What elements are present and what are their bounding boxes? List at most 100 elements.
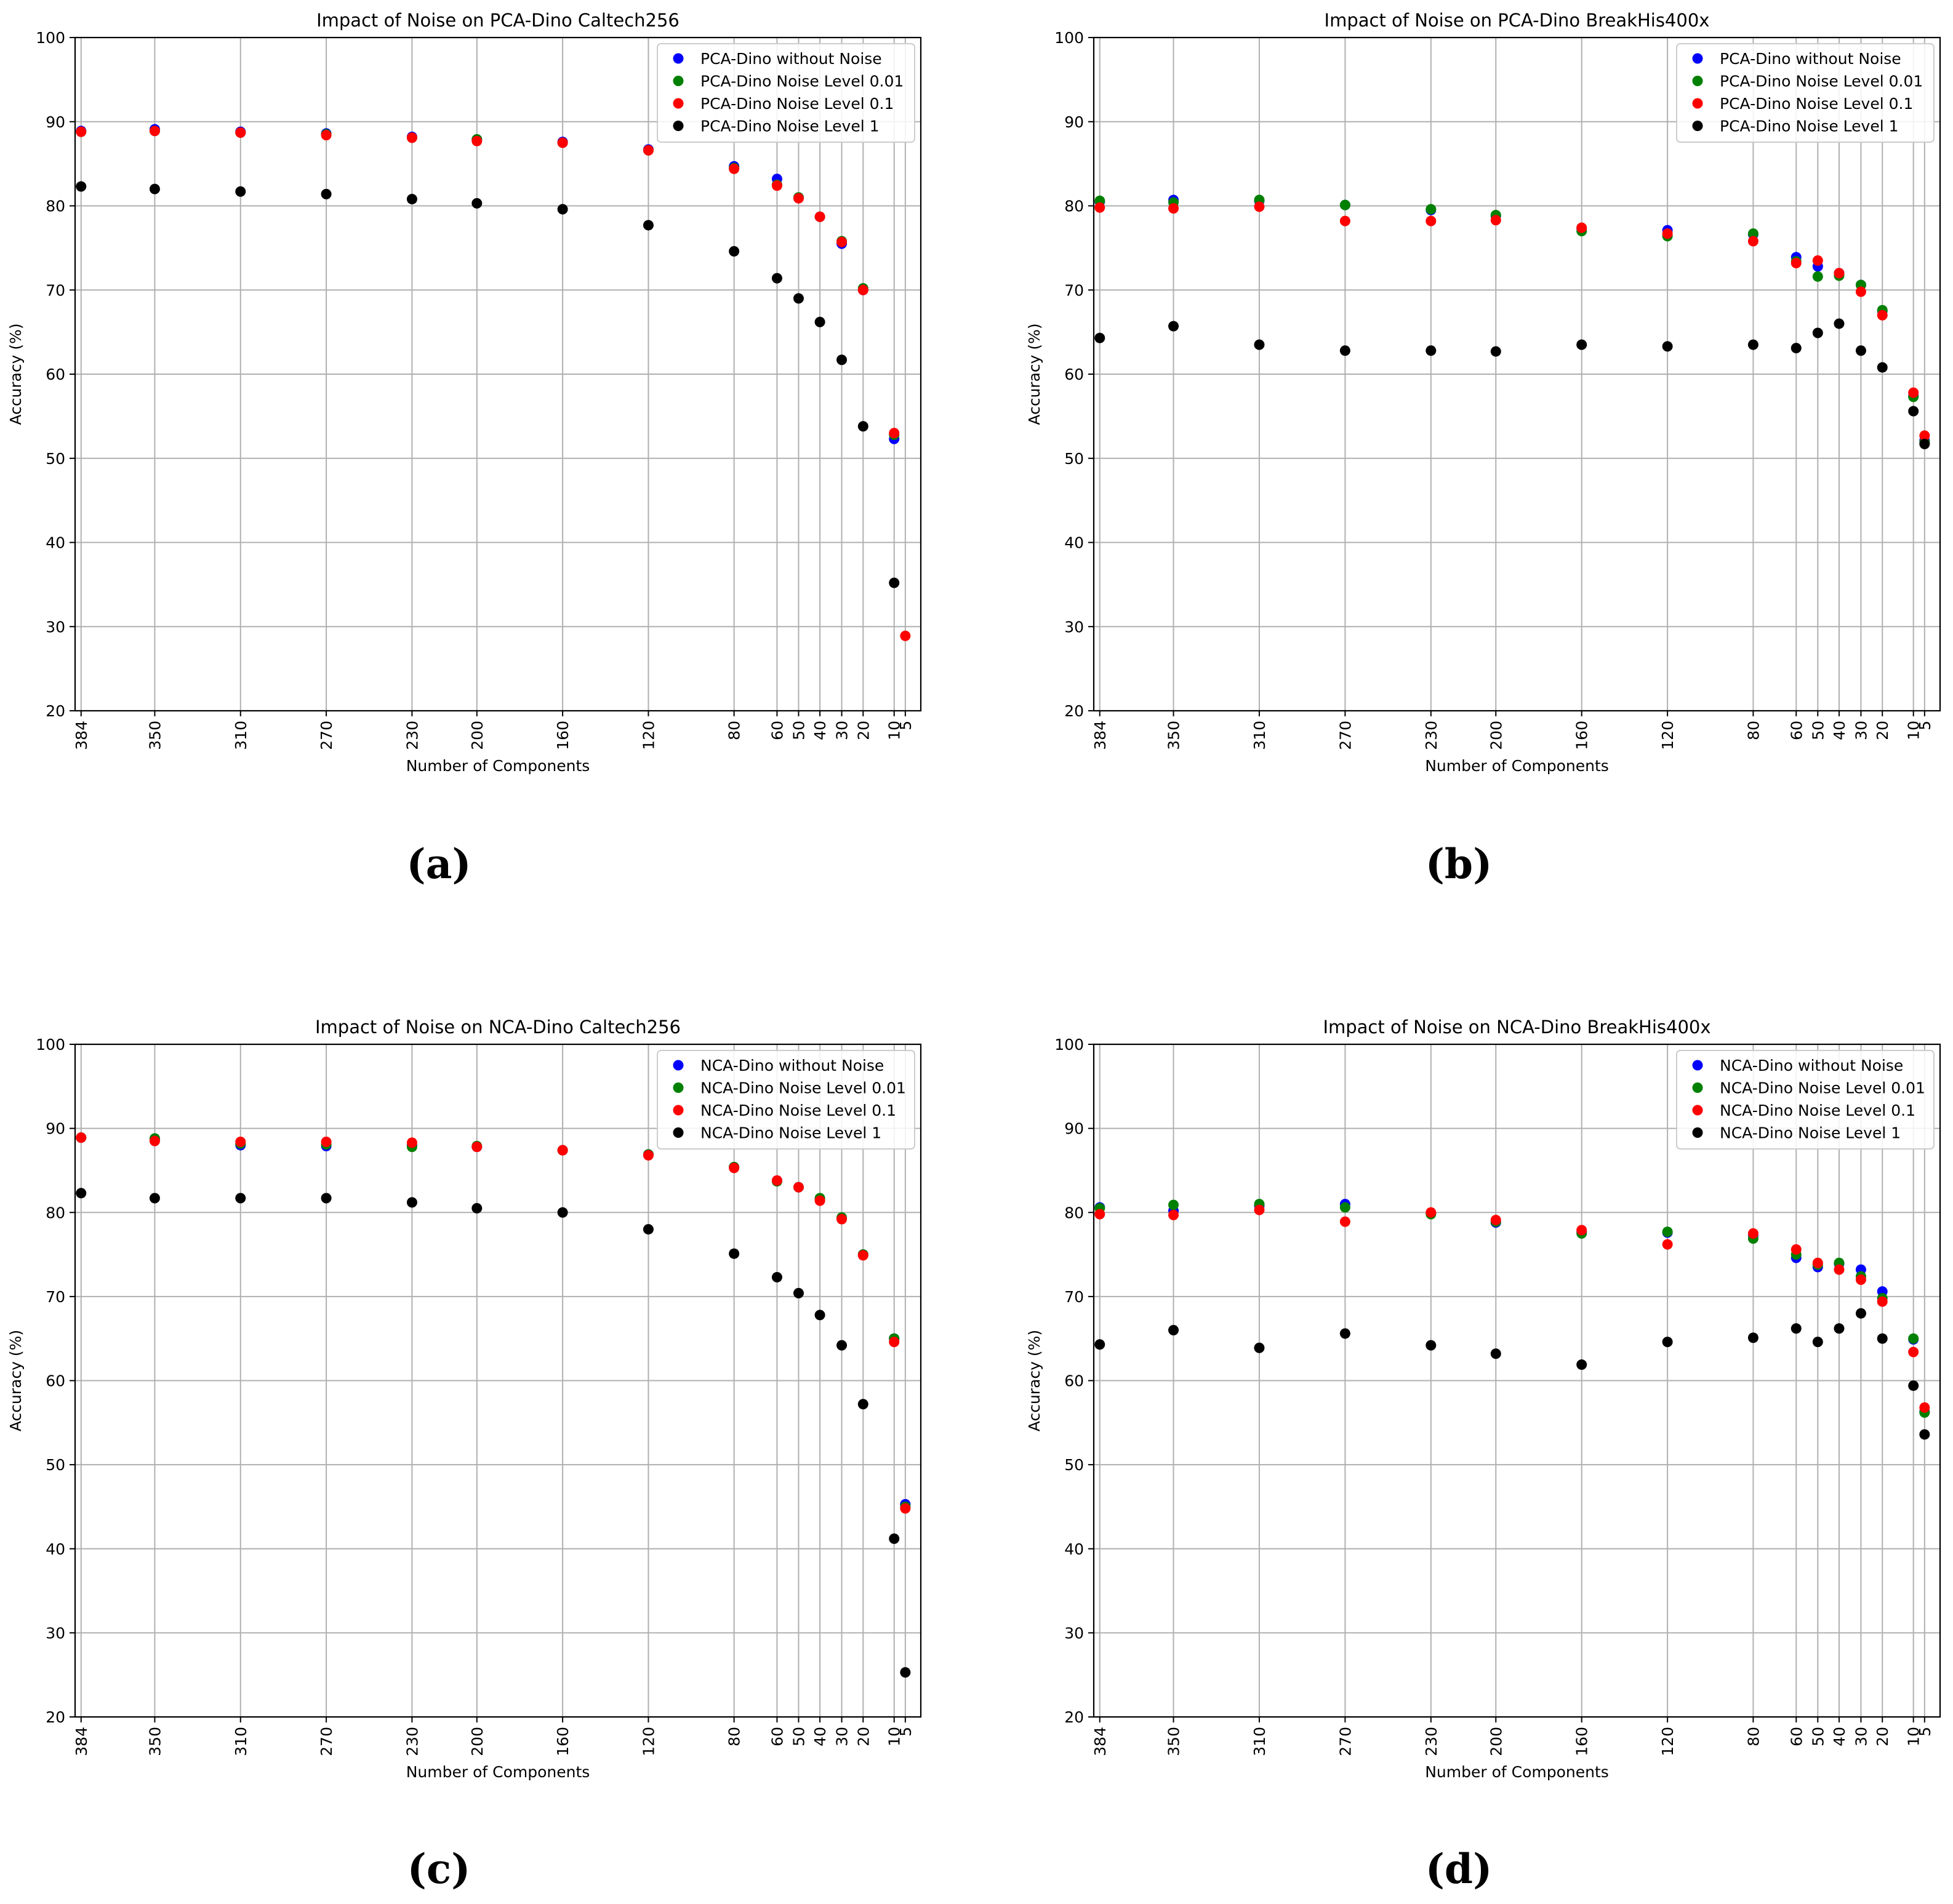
data-point-n1	[1094, 1339, 1105, 1350]
legend-box	[657, 1050, 915, 1150]
data-point-n1	[76, 1188, 87, 1199]
data-point-n1	[1747, 339, 1759, 350]
data-point-n01	[149, 1135, 160, 1146]
data-point-n1	[1877, 362, 1888, 373]
chart-title: Impact of Noise on PCA-Dino BreakHis400x	[1325, 10, 1710, 31]
x-tick-label: 200	[468, 721, 486, 750]
data-point-n1	[643, 220, 654, 231]
data-point-n1	[1908, 1380, 1919, 1391]
data-point-n1	[729, 1248, 740, 1259]
data-point-n1	[1490, 1348, 1501, 1359]
data-point-n01	[857, 1250, 868, 1261]
legend-label-n001: PCA-Dino Noise Level 0.01	[1720, 73, 1923, 90]
data-point-n1	[1339, 345, 1350, 356]
x-tick-label: 40	[1831, 721, 1848, 740]
data-point-n1	[1426, 345, 1437, 356]
data-point-n01	[1791, 1244, 1802, 1255]
data-point-n01	[729, 1162, 740, 1174]
data-point-n01	[321, 130, 332, 141]
data-point-n01	[471, 1142, 483, 1153]
data-point-n01	[857, 284, 868, 295]
legend-marker-n1	[673, 121, 684, 131]
legend-marker-n1	[1692, 1127, 1703, 1138]
legend-label-n01: PCA-Dino Noise Level 0.1	[700, 95, 894, 113]
legend-marker-none	[1692, 1060, 1703, 1071]
x-tick-label: 50	[790, 721, 808, 740]
data-point-n001	[1812, 271, 1823, 282]
y-tick-label: 20	[46, 1708, 65, 1726]
y-tick-label: 90	[46, 113, 65, 131]
data-point-n01	[406, 1137, 417, 1148]
data-point-n01	[771, 1175, 782, 1186]
data-point-n01	[1747, 236, 1759, 247]
data-point-n1	[1576, 339, 1587, 350]
y-tick-label: 60	[1064, 366, 1084, 383]
x-tick-label: 60	[768, 721, 786, 740]
y-tick-label: 60	[46, 1372, 65, 1390]
data-point-n01	[76, 126, 87, 137]
data-point-n01	[793, 1182, 804, 1193]
data-point-n01	[1168, 1209, 1179, 1220]
x-tick-label: 40	[811, 721, 829, 740]
data-point-n1	[900, 1667, 911, 1678]
chart-title: Impact of Noise on PCA-Dino Caltech256	[316, 10, 680, 31]
x-tick-label: 30	[1852, 1727, 1870, 1746]
data-point-n01	[557, 137, 568, 148]
data-point-n1	[857, 421, 868, 432]
data-point-n1	[771, 273, 782, 284]
x-tick-label: 200	[1487, 1727, 1505, 1756]
x-tick-label: 20	[1874, 721, 1891, 740]
data-point-n1	[557, 204, 568, 215]
data-point-n01	[1576, 1225, 1587, 1236]
caption-a: (a)	[406, 840, 471, 888]
data-point-n01	[1576, 222, 1587, 233]
caption-b: (b)	[1425, 840, 1493, 888]
x-tick-label: 20	[854, 1727, 872, 1746]
data-point-n1	[1490, 346, 1501, 357]
x-tick-label: 60	[768, 1727, 786, 1746]
y-tick-label: 30	[1064, 618, 1084, 636]
caption-d: (d)	[1425, 1845, 1493, 1893]
legend-label-n01: PCA-Dino Noise Level 0.1	[1720, 95, 1913, 113]
x-tick-label: 5	[897, 721, 915, 730]
data-point-n1	[406, 194, 417, 205]
data-point-n1	[643, 1224, 654, 1235]
legend-label-n001: NCA-Dino Noise Level 0.01	[1720, 1079, 1925, 1097]
x-tick-label: 310	[1251, 721, 1269, 750]
data-point-n01	[1168, 203, 1179, 214]
data-point-n01	[1812, 1257, 1823, 1268]
x-tick-label: 80	[726, 1727, 744, 1746]
data-point-n01	[471, 135, 483, 146]
y-tick-label: 60	[46, 366, 65, 383]
data-point-n01	[1339, 1216, 1350, 1227]
chart-panel-1: Impact of Noise on PCA-Dino Caltech256 20…	[7, 10, 922, 775]
data-point-n1	[771, 1271, 782, 1282]
data-point-n1	[793, 293, 804, 304]
x-tick-label: 120	[640, 1727, 657, 1756]
data-point-n01	[889, 428, 900, 439]
x-axis-label: Number of Components	[406, 757, 590, 775]
x-tick-label: 80	[726, 721, 744, 740]
data-point-n1	[76, 181, 87, 192]
data-point-n1	[471, 198, 483, 209]
x-tick-label: 310	[1251, 1727, 1269, 1756]
y-tick-label: 70	[46, 281, 65, 299]
data-point-n1	[321, 188, 332, 199]
x-tick-label: 10	[886, 1727, 904, 1746]
y-tick-label: 40	[46, 1540, 65, 1558]
legend-box	[1676, 1050, 1935, 1150]
y-tick-label: 20	[1064, 702, 1084, 720]
y-tick-label: 100	[1054, 29, 1084, 47]
y-axis-label: Accuracy (%)	[1025, 323, 1043, 425]
data-point-n01	[1908, 387, 1919, 398]
y-tick-label: 80	[46, 198, 65, 215]
x-tick-label: 5	[1916, 721, 1934, 730]
data-point-n01	[729, 163, 740, 174]
legend-marker-n001	[673, 76, 684, 86]
data-point-n1	[321, 1193, 332, 1204]
chart-panel-3: Impact of Noise on NCA-Dino Caltech256 20…	[7, 1017, 922, 1781]
legend-label-n01: NCA-Dino Noise Level 0.1	[700, 1102, 896, 1119]
data-point-n1	[836, 354, 848, 366]
data-point-n1	[406, 1197, 417, 1208]
y-axis-label: Accuracy (%)	[1025, 1330, 1043, 1431]
